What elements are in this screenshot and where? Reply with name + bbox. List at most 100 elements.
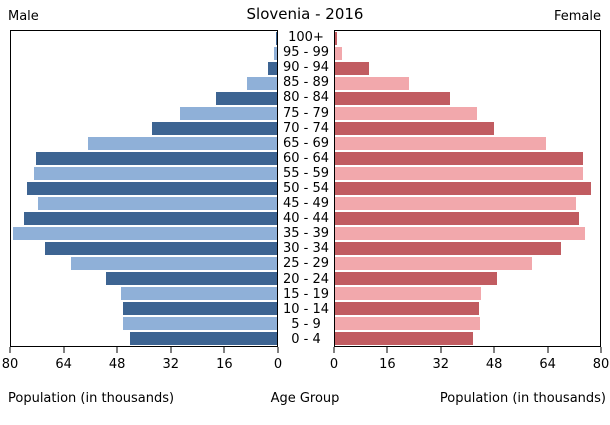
male-bar-row	[11, 181, 277, 196]
male-bar	[33, 167, 277, 180]
female-bar-row	[335, 271, 600, 286]
female-bar-row	[335, 316, 600, 331]
tick-label: 64	[55, 357, 72, 372]
axis-tick	[386, 347, 388, 353]
female-bar	[335, 272, 497, 285]
female-bar	[335, 107, 478, 120]
female-bar	[335, 182, 592, 195]
female-bar	[335, 62, 370, 75]
male-bar	[88, 137, 277, 150]
tick-label: 0	[329, 357, 339, 372]
age-group-label: 40 - 44	[282, 211, 330, 227]
female-bar-row	[335, 31, 600, 46]
age-group-label: 65 - 69	[282, 135, 330, 151]
male-axis-tick-labels: 80 64 48 32 16 0	[2, 357, 282, 373]
axis-tick	[9, 347, 11, 353]
female-bar	[335, 152, 583, 165]
female-bar	[335, 332, 473, 345]
female-bar-row	[335, 181, 600, 196]
male-bar-row	[11, 151, 277, 166]
male-bar	[106, 272, 277, 285]
male-bar	[13, 227, 277, 240]
female-bar	[335, 317, 481, 330]
female-bar	[335, 212, 579, 225]
male-bar-row	[11, 76, 277, 91]
age-group-label: 90 - 94	[282, 60, 330, 76]
female-bar	[335, 167, 584, 180]
axis-tick	[547, 347, 549, 353]
female-bar-row	[335, 136, 600, 151]
female-axis-ticks	[333, 347, 602, 354]
male-bar-row	[11, 136, 277, 151]
male-bar	[247, 77, 277, 90]
female-axis-tick-labels: 0 16 32 48 64 80	[330, 357, 609, 373]
male-bar	[129, 332, 277, 345]
female-bar	[335, 287, 482, 300]
female-bar	[335, 197, 577, 210]
male-bar	[268, 62, 277, 75]
female-bar-row	[335, 46, 600, 61]
axis-tick	[333, 347, 335, 353]
male-bar	[37, 197, 277, 210]
male-bar	[70, 257, 277, 270]
female-bar	[335, 47, 343, 60]
male-bar-row	[11, 121, 277, 136]
female-axis-caption: Population (in thousands)	[439, 391, 606, 406]
age-group-label: 85 - 89	[282, 75, 330, 91]
male-bar-row	[11, 106, 277, 121]
tick-label: 16	[379, 357, 396, 372]
female-bar-row	[335, 256, 600, 271]
axis-tick	[170, 347, 172, 353]
age-group-label: 80 - 84	[282, 90, 330, 106]
male-side-label: Male	[8, 9, 39, 24]
tick-label: 0	[273, 357, 283, 372]
male-axis-ticks	[9, 347, 279, 354]
male-bar	[121, 287, 277, 300]
age-group-label: 10 - 14	[282, 301, 330, 317]
female-bar-row	[335, 91, 600, 106]
female-bar-row	[335, 301, 600, 316]
female-bar-row	[335, 121, 600, 136]
female-bar	[335, 257, 533, 270]
male-bar	[123, 302, 277, 315]
age-group-label: 25 - 29	[282, 256, 330, 272]
tick-label: 32	[162, 357, 180, 372]
female-side-label: Female	[553, 9, 601, 24]
male-bar-row	[11, 241, 277, 256]
female-bar-row	[335, 61, 600, 76]
tick-label: 80	[1, 357, 19, 372]
male-bar-row	[11, 91, 277, 106]
female-bar	[335, 227, 586, 240]
male-bar-row	[11, 196, 277, 211]
tick-label: 48	[108, 357, 126, 372]
male-bar-row	[11, 301, 277, 316]
female-bar	[335, 302, 479, 315]
male-axis-caption: Population (in thousands)	[8, 391, 175, 406]
age-group-label: 50 - 54	[282, 180, 330, 196]
age-group-label: 5 - 9	[291, 316, 321, 332]
age-group-label: 55 - 59	[282, 165, 330, 181]
tick-label: 48	[485, 357, 503, 372]
male-bar-row	[11, 271, 277, 286]
age-group-caption: Age Group	[270, 391, 340, 406]
age-group-label: 20 - 24	[282, 271, 330, 287]
female-bar-row	[335, 196, 600, 211]
male-bar	[36, 152, 277, 165]
male-bar-row	[11, 31, 277, 46]
female-bar-row	[335, 211, 600, 226]
age-group-label: 15 - 19	[282, 286, 330, 302]
axis-tick	[63, 347, 65, 353]
axis-tick	[116, 347, 118, 353]
tick-label: 64	[539, 357, 556, 372]
male-bar-row	[11, 46, 277, 61]
male-bar-row	[11, 286, 277, 301]
tick-label: 80	[592, 357, 610, 372]
male-bar	[216, 92, 277, 105]
age-group-label: 70 - 74	[282, 120, 330, 136]
female-bar	[335, 77, 409, 90]
female-bar-row	[335, 151, 600, 166]
axis-tick	[440, 347, 442, 353]
female-bar-row	[335, 331, 600, 346]
female-bar	[335, 32, 337, 45]
male-bar-row	[11, 166, 277, 181]
